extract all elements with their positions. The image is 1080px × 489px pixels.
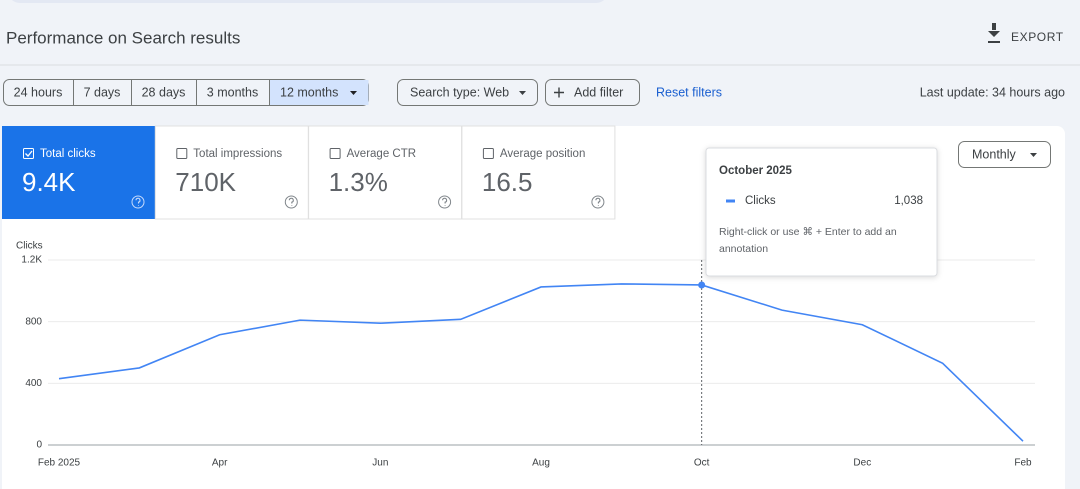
search-type[interactable]: Search type: Web — [410, 85, 509, 99]
tooltip — [705, 147, 938, 277]
add-filter-chip[interactable] — [545, 79, 640, 106]
metric-tile-selected[interactable] — [2, 126, 156, 219]
y-tick-label: 800 — [25, 316, 42, 327]
metric-value: 1.3% — [329, 167, 388, 197]
checkbox — [482, 148, 494, 159]
download-icon[interactable] — [988, 23, 1000, 43]
checkbox — [329, 148, 341, 159]
help-glyph — [595, 197, 601, 206]
granularity[interactable]: Monthly — [972, 147, 1017, 161]
search-type-chip[interactable] — [397, 79, 538, 106]
y-tick-label: 400 — [25, 378, 42, 389]
date-range[interactable]: 24 hours — [14, 85, 63, 99]
x-tick-label: Feb — [1014, 458, 1032, 469]
plus-icon — [554, 87, 564, 98]
tooltip-value: 1,038 — [894, 195, 923, 207]
checkbox — [23, 148, 34, 159]
dropdown-arrow — [519, 91, 526, 95]
help-glyph — [135, 197, 141, 206]
add-filter[interactable]: Add filter — [574, 85, 623, 99]
plot: 0 400 800 1.2K Feb 2025 Apr Jun Aug Oct Dec Feb — [21, 255, 1035, 469]
dropdown-arrow — [350, 91, 357, 95]
help-icon[interactable] — [438, 195, 452, 209]
checkbox — [176, 148, 188, 159]
metric-value: 710K — [175, 167, 236, 197]
metric-label: Average position — [500, 148, 585, 160]
metric-value: 16.5 — [482, 167, 533, 197]
y-tick-label: 1.2K — [21, 255, 42, 266]
last-update: Last update: 34 hours ago — [920, 85, 1065, 99]
x-tick-label: Dec — [853, 458, 871, 469]
series-line — [58, 283, 1024, 442]
metric-label: Average CTR — [347, 148, 416, 160]
tooltip-title: October 2025 — [719, 165, 792, 177]
highlight-point — [698, 281, 706, 289]
dropdown-arrow — [1030, 153, 1037, 157]
metric-tile[interactable] — [308, 125, 463, 220]
help-glyph — [288, 197, 294, 206]
x-tick-label: Aug — [532, 458, 550, 469]
export-button[interactable]: EXPORT — [1011, 30, 1064, 44]
help-glyph — [442, 197, 448, 206]
x-tick-label: Apr — [212, 458, 228, 469]
x-tick-label: Feb 2025 — [38, 458, 81, 469]
page-title: Performance on Search results — [6, 28, 240, 47]
checkmark — [25, 150, 33, 157]
search-bar[interactable] — [8, 0, 608, 3]
x-tick-label: Oct — [694, 458, 710, 469]
date-range[interactable]: 3 months — [207, 85, 258, 99]
x-tick-label: Jun — [372, 458, 388, 469]
metrics: Total clicks 9.4K Total impressions 710K Ave… — [2, 125, 616, 220]
date-range[interactable]: 12 months — [280, 85, 338, 99]
reset-filters[interactable]: Reset filters — [656, 85, 722, 99]
metric-tile[interactable] — [154, 125, 309, 220]
metric-value: 9.4K — [22, 167, 76, 197]
metric-label: Total impressions — [193, 148, 282, 160]
tooltip-series: Clicks — [745, 195, 776, 207]
y-tick-label: 0 — [36, 440, 42, 451]
y-axis-label: Clicks — [16, 241, 43, 252]
date-range-group: 24 hours 7 days 28 days 3 months 12 months — [3, 79, 369, 106]
date-range[interactable]: 28 days — [142, 85, 186, 99]
metric-label: Total clicks — [40, 148, 96, 160]
metric-tile[interactable] — [461, 125, 616, 220]
help-icon[interactable] — [284, 195, 298, 209]
date-range[interactable]: 7 days — [84, 85, 121, 99]
granularity-dropdown[interactable] — [958, 141, 1051, 168]
help-icon[interactable] — [591, 195, 605, 209]
tooltip-row: Clicks 1,038 — [726, 195, 923, 207]
help-icon[interactable] — [131, 195, 145, 209]
tooltip-hint: Right-click or use ⌘ + Enter to add an a… — [719, 226, 897, 255]
